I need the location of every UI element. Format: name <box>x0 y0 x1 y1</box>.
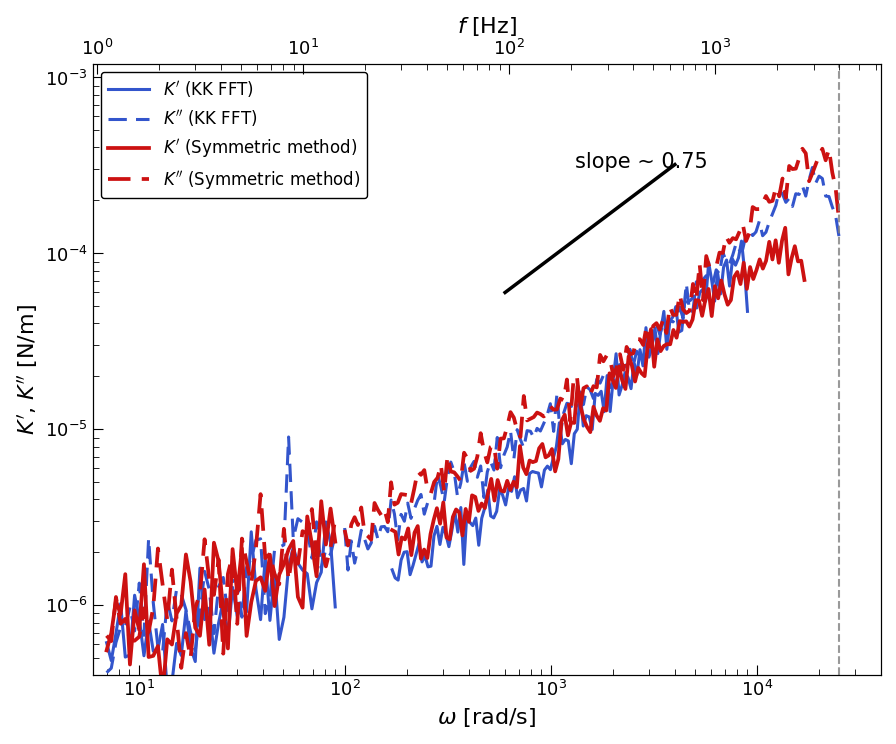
Text: slope ~ 0.75: slope ~ 0.75 <box>575 153 708 173</box>
X-axis label: $\omega$ [rad/s]: $\omega$ [rad/s] <box>437 706 537 729</box>
Legend: $K'$ (KK FFT), $K''$ (KK FFT), $K'$ (Symmetric method), $K''$ (Symmetric method): $K'$ (KK FFT), $K''$ (KK FFT), $K'$ (Sym… <box>101 72 367 198</box>
X-axis label: $f$ [Hz]: $f$ [Hz] <box>457 15 517 38</box>
Y-axis label: $K'$, $K''$ [N/m]: $K'$, $K''$ [N/m] <box>15 304 39 435</box>
